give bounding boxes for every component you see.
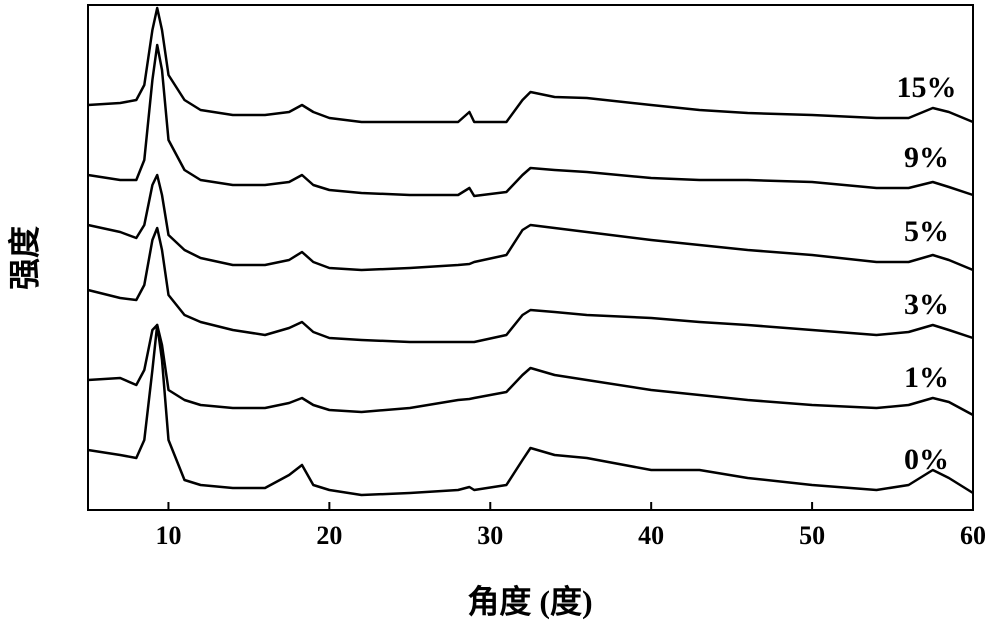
x-tick-label: 10	[155, 521, 181, 550]
x-tick-label: 20	[316, 521, 342, 550]
series-label: 1%	[904, 361, 949, 394]
x-axis-label: 角度 (度)	[467, 583, 592, 619]
plot-frame	[87, 4, 974, 511]
series-label: 15%	[896, 71, 956, 104]
x-tick-label: 60	[960, 521, 986, 550]
series-label: 5%	[904, 215, 949, 248]
x-tick-label: 40	[638, 521, 664, 550]
series-line	[87, 323, 974, 497]
x-tick-label: 30	[477, 521, 503, 550]
x-tick-label: 50	[799, 521, 825, 550]
series-label: 9%	[904, 141, 949, 174]
series-line	[87, 173, 974, 272]
series-line	[87, 323, 974, 417]
series-label: 3%	[904, 288, 949, 321]
series-line	[87, 43, 974, 198]
series-line	[87, 226, 974, 344]
y-axis-label: 强度	[6, 226, 42, 290]
series-label: 0%	[904, 443, 949, 476]
series-line	[87, 6, 974, 124]
